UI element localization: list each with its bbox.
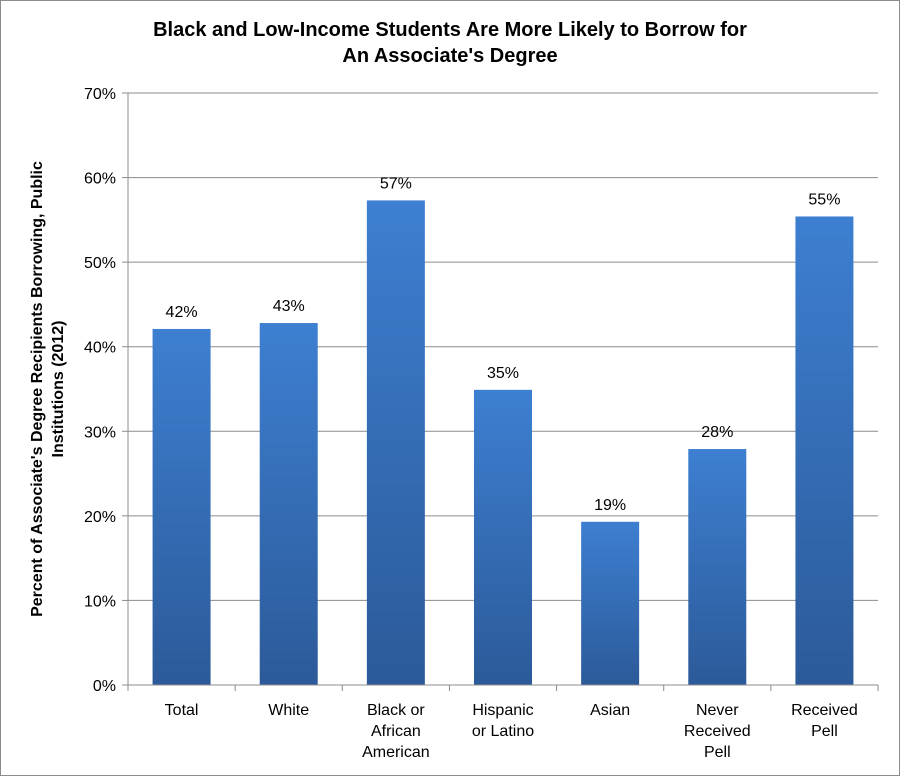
data-label: 55% [808, 191, 840, 208]
data-label: 19% [594, 497, 626, 514]
x-tick-label: Never Received Pell [684, 702, 751, 761]
data-label: 28% [701, 424, 733, 441]
y-tick-label: 0% [93, 678, 116, 695]
labels: 0% 10% 20% 30% 40% 50% 60% 70% 42% Total 43% White 5… [29, 86, 858, 761]
axes [122, 92, 879, 691]
bar [688, 449, 747, 685]
bars [152, 200, 854, 686]
y-tick-label: 40% [84, 340, 116, 357]
x-tick-label: Total [165, 702, 199, 719]
y-tick-label: 10% [84, 593, 116, 610]
y-tick-label: 20% [84, 509, 116, 526]
bar [152, 328, 211, 685]
y-tick-label: 70% [84, 86, 116, 103]
bar [795, 216, 854, 685]
bar [259, 323, 318, 685]
bar [366, 200, 425, 686]
bar [581, 521, 640, 685]
y-tick-label: 60% [84, 171, 116, 188]
data-label: 42% [166, 304, 198, 321]
y-tick-label: 50% [84, 255, 116, 272]
x-tick-label: Received Pell [791, 702, 858, 740]
x-tick-label: Black or African American [362, 702, 430, 761]
y-axis-title: Percent of Associate's Degree Recipients… [29, 161, 67, 617]
y-tick-label: 30% [84, 424, 116, 441]
x-tick-label: Hispanic or Latino [472, 702, 534, 740]
data-label: 43% [273, 298, 305, 315]
data-label: 35% [487, 365, 519, 382]
x-tick-label: White [268, 702, 309, 719]
bar [474, 389, 532, 685]
x-tick-label: Asian [590, 702, 630, 719]
chart-title: Black and Low-Income Students Are More L… [153, 19, 747, 67]
data-label: 57% [380, 175, 412, 192]
